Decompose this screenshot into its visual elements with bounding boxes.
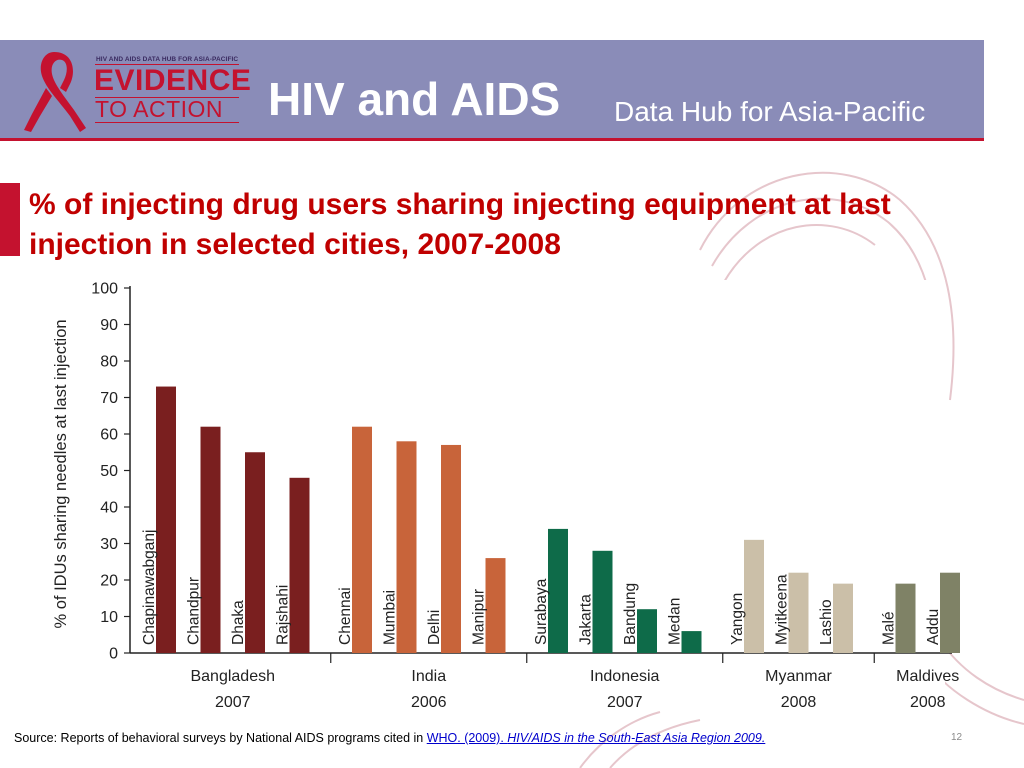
title-accent-bar: [0, 183, 20, 256]
bar-mumbai: [396, 441, 417, 653]
y-axis-title: % of IDUs sharing needles at last inject…: [52, 319, 70, 628]
bar-malé: [895, 583, 916, 653]
city-label: Rajshahi: [275, 585, 292, 645]
city-label: Mumbai: [382, 590, 399, 645]
bar-chapinawabganj: [156, 386, 176, 653]
city-label: Chandpur: [186, 577, 203, 645]
source-link-title: HIV/AIDS in the South-East Asia Region 2…: [507, 731, 766, 745]
city-label: Malé: [881, 611, 898, 645]
header-band: HIV AND AIDS DATA HUB FOR ASIA-PACIFIC E…: [0, 40, 984, 141]
country-label: Maldives: [896, 668, 959, 685]
y-tick-label: 20: [100, 573, 118, 590]
bar-bandung: [637, 609, 657, 653]
y-tick-label: 60: [100, 427, 118, 444]
city-label: Addu: [925, 609, 942, 645]
city-label: Jakarta: [578, 594, 595, 645]
y-tick-label: 0: [109, 646, 118, 663]
source-prefix: Source: Reports of behavioral surveys by…: [14, 731, 427, 745]
evidence-to-action-logo: HIV AND AIDS DATA HUB FOR ASIA-PACIFIC E…: [14, 44, 251, 136]
logo-action-text: TO ACTION: [95, 96, 224, 122]
bar-yangon: [744, 539, 764, 653]
bar-surabaya: [548, 528, 568, 653]
y-tick-label: 80: [100, 354, 118, 371]
city-label: Yangon: [729, 593, 746, 645]
y-tick-label: 70: [100, 390, 118, 407]
bar-dhaka: [245, 452, 265, 653]
bar-delhi: [441, 444, 461, 653]
logo-evidence-text: EVIDENCE: [94, 64, 252, 97]
y-tick-label: 50: [100, 463, 118, 480]
header-subtitle: Data Hub for Asia-Pacific: [614, 96, 926, 127]
y-tick-label: 10: [100, 609, 118, 626]
bar-manipur: [485, 558, 506, 653]
source-link[interactable]: WHO. (2009). HIV/AIDS in the South-East …: [427, 731, 766, 745]
logo-rule-top: [95, 64, 239, 65]
y-tick-label: 30: [100, 536, 118, 553]
y-tick-label: 90: [100, 317, 118, 334]
source-citation: Source: Reports of behavioral surveys by…: [14, 731, 765, 745]
city-label: Manipur: [471, 589, 488, 645]
city-label: Myitkeena: [774, 574, 791, 645]
slide-number: 12: [951, 732, 963, 743]
city-label: Chennai: [337, 587, 354, 645]
bar-addu: [940, 572, 960, 653]
bar-rajshahi: [289, 477, 310, 653]
city-label: Dhaka: [230, 600, 247, 645]
y-tick-label: 100: [91, 281, 118, 298]
bar-myitkeena: [788, 572, 809, 653]
y-tick-label: 40: [100, 500, 118, 517]
bar-medan: [681, 631, 702, 653]
header-title: HIV and AIDS: [268, 73, 561, 125]
bar-chennai: [352, 426, 372, 653]
city-label: Medan: [667, 598, 684, 645]
red-ribbon-icon: [24, 52, 86, 132]
year-label: 2008: [781, 694, 817, 711]
year-label: 2007: [215, 694, 251, 711]
slide-title: % of injecting drug users sharing inject…: [29, 188, 891, 261]
city-label: Delhi: [426, 610, 443, 645]
country-label: Bangladesh: [190, 668, 275, 685]
year-label: 2006: [411, 694, 447, 711]
logo-small-text: HIV AND AIDS DATA HUB FOR ASIA-PACIFIC: [96, 56, 239, 63]
logo-rule-middle: [95, 97, 239, 98]
country-label: Myanmar: [765, 668, 832, 685]
year-label: 2007: [607, 694, 643, 711]
country-label: India: [411, 668, 446, 685]
source-link-author: WHO. (2009).: [426, 731, 508, 745]
bar-chandpur: [200, 426, 221, 653]
bar-jakarta: [592, 550, 613, 653]
city-label: Lashio: [818, 599, 835, 645]
city-label: Surabaya: [533, 578, 550, 645]
year-label: 2008: [910, 694, 946, 711]
country-label: Indonesia: [590, 668, 659, 685]
city-label: Bandung: [622, 583, 639, 645]
logo-rule-bottom: [95, 122, 239, 123]
bar-lashio: [833, 583, 853, 653]
city-label: Chapinawabganj: [141, 530, 158, 645]
